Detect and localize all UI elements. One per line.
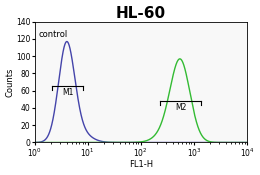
X-axis label: FL1-H: FL1-H bbox=[129, 160, 153, 169]
Text: M1: M1 bbox=[62, 88, 73, 97]
Y-axis label: Counts: Counts bbox=[5, 67, 15, 97]
Text: M2: M2 bbox=[175, 103, 186, 112]
Text: control: control bbox=[39, 30, 68, 39]
Title: HL-60: HL-60 bbox=[116, 6, 166, 20]
